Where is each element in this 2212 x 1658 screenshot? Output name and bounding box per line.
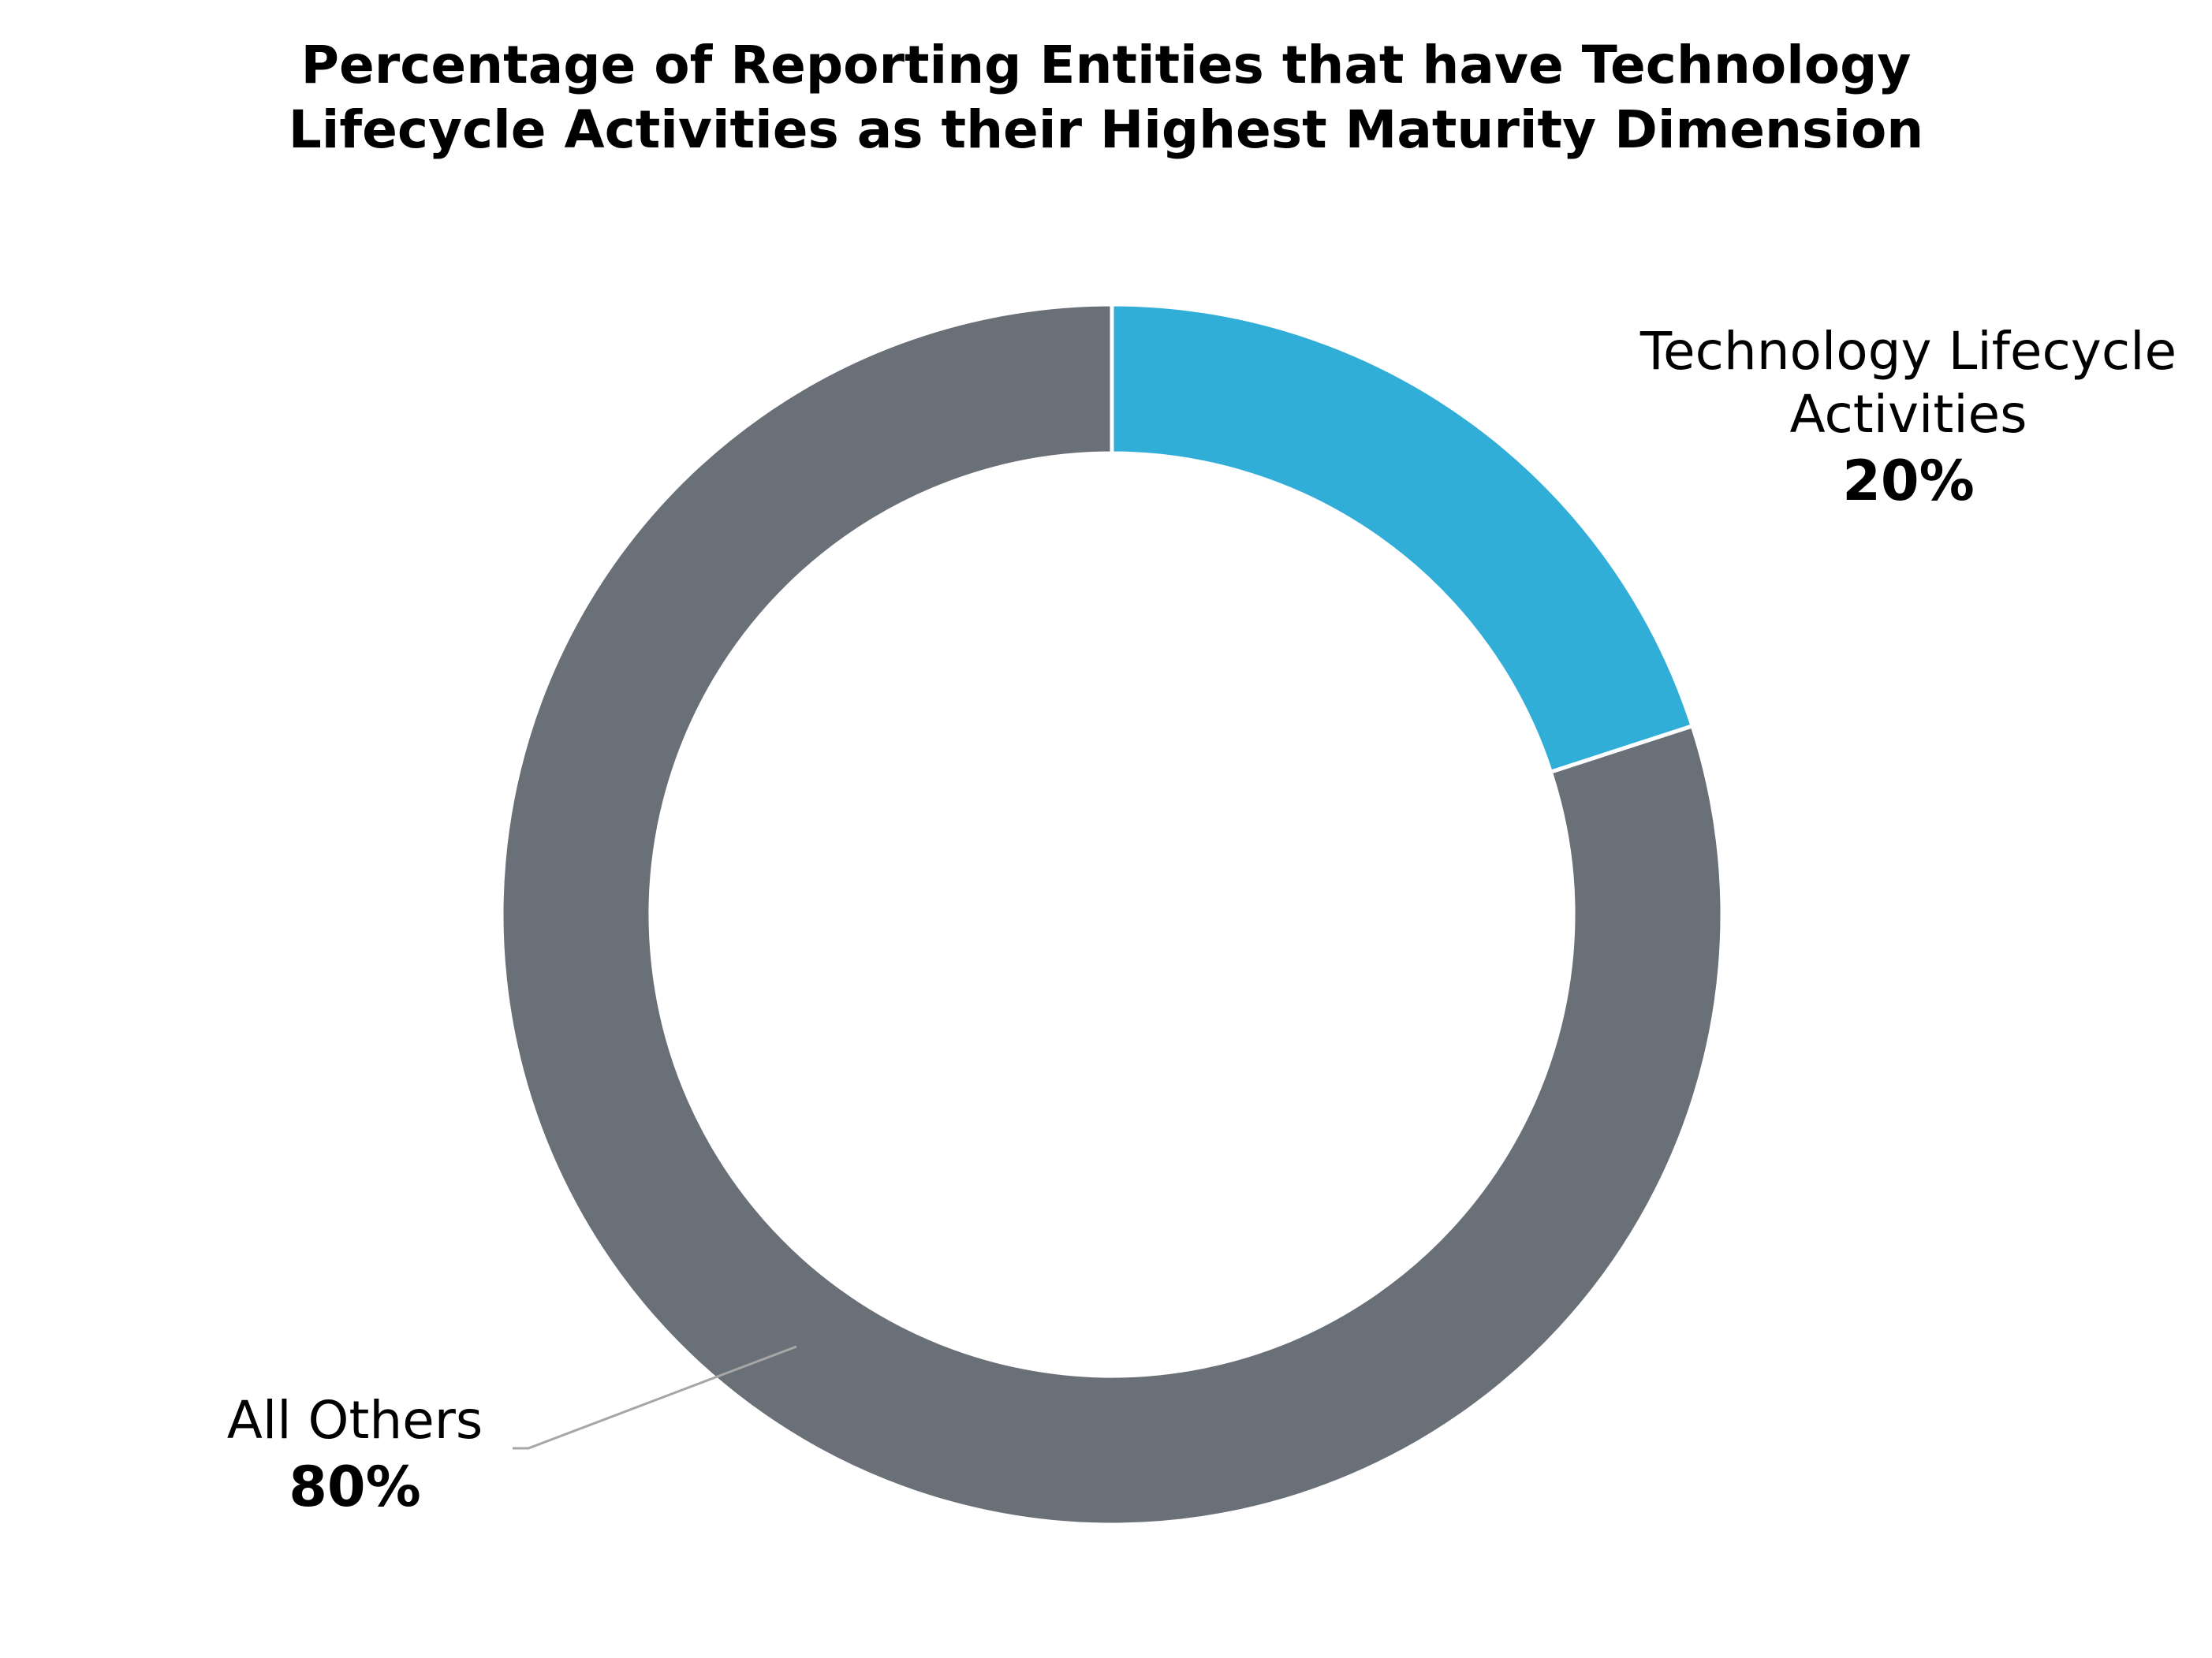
data-label-technology-lifecycle-name-1: Technology Lifecycle [1639, 321, 2177, 382]
data-label-technology-lifecycle-value: 20% [1842, 449, 1975, 513]
data-label-all-others-name: All Others [226, 1390, 483, 1451]
data-label-all-others-value: 80% [289, 1455, 421, 1519]
donut-slice-all-others [499, 302, 1725, 1527]
donut-slices [499, 302, 1725, 1527]
leader-line-all-others [513, 1345, 797, 1450]
data-label-technology-lifecycle-name-2: Activities [1789, 384, 2027, 445]
data-label-all-others: All Others 80% [189, 1389, 520, 1522]
donut-slice-technology-lifecycle-activities [1110, 302, 1695, 775]
data-label-technology-lifecycle: Technology Lifecycle Activities 20% [1609, 320, 2208, 516]
chart-title: Percentage of Reporting Entities that ha… [0, 33, 2212, 162]
chart-title-line-2: Lifecycle Activities as their Highest Ma… [288, 99, 1924, 160]
chart-title-line-1: Percentage of Reporting Entities that ha… [300, 35, 1912, 95]
